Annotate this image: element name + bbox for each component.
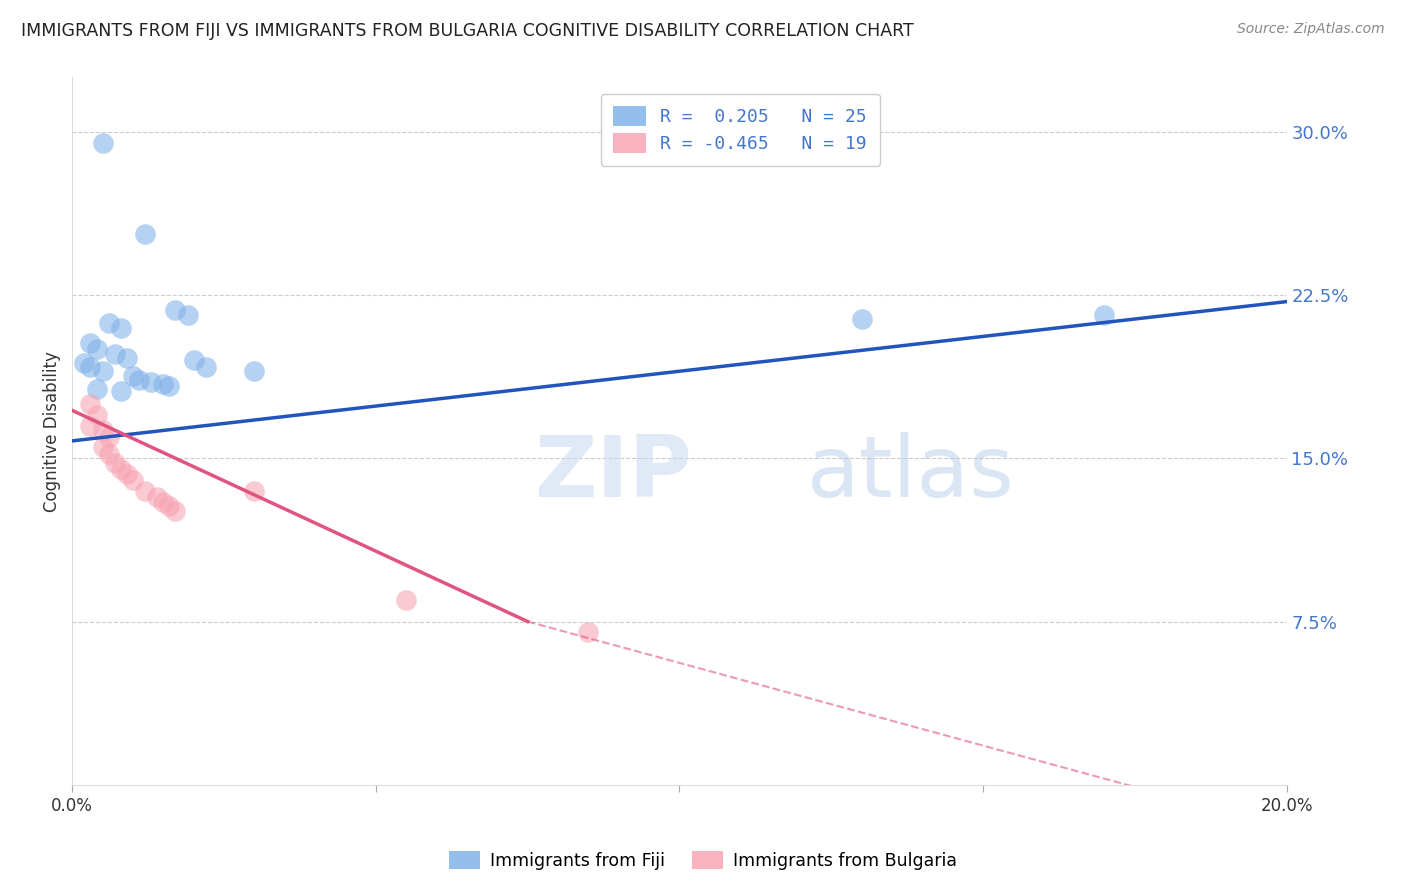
Point bbox=[146, 491, 169, 505]
Point bbox=[243, 364, 266, 378]
Y-axis label: Cognitive Disability: Cognitive Disability bbox=[44, 351, 60, 511]
Point bbox=[165, 503, 187, 517]
Point bbox=[104, 456, 127, 470]
Point bbox=[115, 351, 138, 366]
Point bbox=[128, 373, 150, 387]
Point bbox=[91, 364, 114, 378]
Point bbox=[183, 353, 205, 368]
Point bbox=[165, 303, 187, 318]
Point bbox=[157, 379, 180, 393]
Point bbox=[79, 359, 101, 374]
Point bbox=[141, 375, 163, 389]
Point bbox=[152, 495, 174, 509]
Text: IMMIGRANTS FROM FIJI VS IMMIGRANTS FROM BULGARIA COGNITIVE DISABILITY CORRELATIO: IMMIGRANTS FROM FIJI VS IMMIGRANTS FROM … bbox=[21, 22, 914, 40]
Text: Source: ZipAtlas.com: Source: ZipAtlas.com bbox=[1237, 22, 1385, 37]
Point bbox=[97, 317, 120, 331]
Legend: Immigrants from Fiji, Immigrants from Bulgaria: Immigrants from Fiji, Immigrants from Bu… bbox=[440, 843, 966, 879]
Point bbox=[110, 320, 132, 334]
Point bbox=[122, 473, 145, 487]
Point bbox=[157, 499, 180, 513]
Point bbox=[97, 429, 120, 443]
Point bbox=[243, 483, 266, 498]
Point bbox=[91, 423, 114, 437]
Point bbox=[122, 368, 145, 383]
Point bbox=[110, 384, 132, 398]
Point bbox=[86, 343, 108, 357]
Point bbox=[91, 441, 114, 455]
Point bbox=[91, 136, 114, 150]
Point bbox=[73, 355, 96, 369]
Point bbox=[152, 377, 174, 392]
Point bbox=[395, 592, 418, 607]
Point bbox=[79, 397, 101, 411]
Text: ZIP: ZIP bbox=[534, 432, 692, 515]
Point bbox=[176, 308, 198, 322]
Point bbox=[104, 347, 127, 361]
Point bbox=[79, 335, 101, 350]
Point bbox=[576, 625, 599, 640]
Point bbox=[1094, 308, 1116, 322]
Point bbox=[97, 447, 120, 461]
Point bbox=[110, 462, 132, 476]
Point bbox=[134, 227, 156, 241]
Legend: R =  0.205   N = 25, R = -0.465   N = 19: R = 0.205 N = 25, R = -0.465 N = 19 bbox=[600, 94, 880, 166]
Point bbox=[86, 408, 108, 422]
Point bbox=[134, 483, 156, 498]
Text: atlas: atlas bbox=[807, 432, 1015, 515]
Point bbox=[115, 467, 138, 481]
Point bbox=[86, 382, 108, 396]
Point bbox=[851, 312, 873, 326]
Point bbox=[79, 418, 101, 433]
Point bbox=[194, 359, 217, 374]
